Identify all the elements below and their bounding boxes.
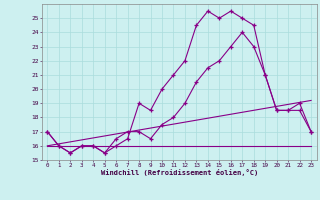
X-axis label: Windchill (Refroidissement éolien,°C): Windchill (Refroidissement éolien,°C)	[100, 169, 258, 176]
